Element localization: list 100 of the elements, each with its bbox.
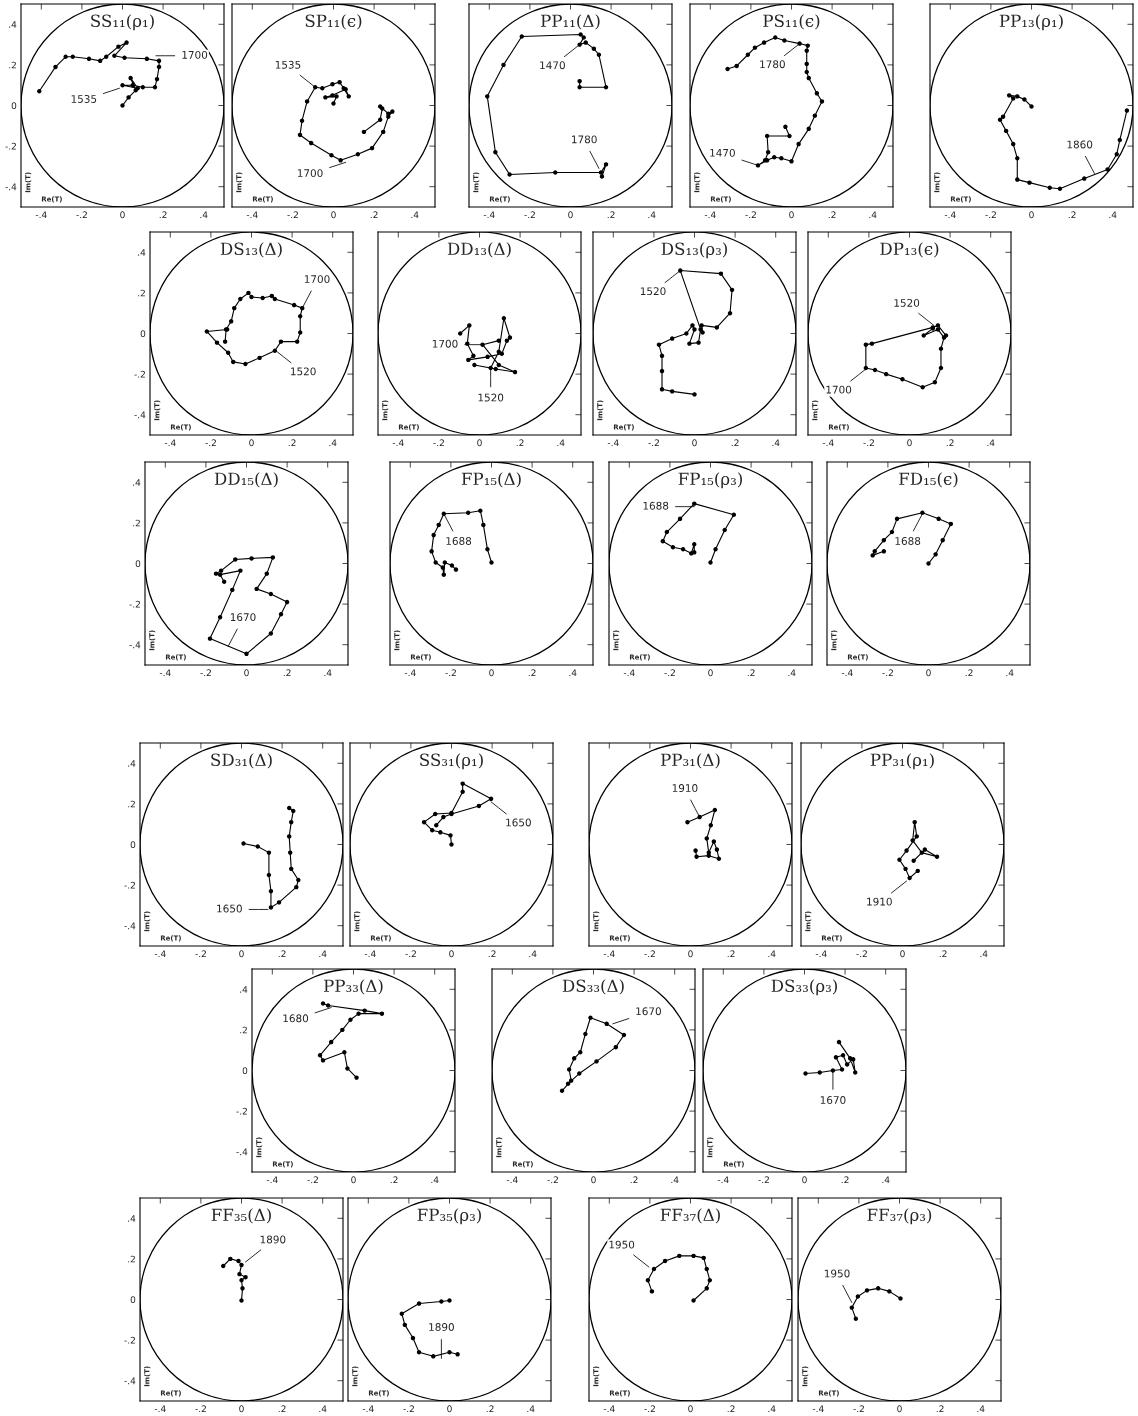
x-tick-label: .2 bbox=[288, 439, 296, 447]
x-tick-label: -.2 bbox=[853, 1405, 864, 1413]
annotation: 1520 bbox=[478, 393, 504, 402]
annotation: 1688 bbox=[895, 537, 921, 545]
x-tick-label: 0 bbox=[449, 950, 454, 958]
x-tick-label: -.2 bbox=[307, 1176, 318, 1184]
annotation: 1700 bbox=[182, 50, 208, 59]
annotation: 1520 bbox=[291, 367, 316, 376]
text: DD₁₅(Δ) bbox=[214, 472, 278, 488]
annotation: 1650 bbox=[217, 904, 242, 913]
y-tick-label: 0 bbox=[130, 841, 136, 849]
x-tick-label: 0 bbox=[477, 439, 482, 447]
x-tick-label: .4 bbox=[788, 669, 796, 677]
x-tick-label: .2 bbox=[939, 950, 947, 958]
x-tick-label: -.4 bbox=[392, 439, 404, 447]
x-tick-label: -.4 bbox=[266, 1176, 278, 1184]
x-tick-label: -.2 bbox=[195, 950, 206, 958]
y-tick-label: -.4 bbox=[236, 1148, 248, 1156]
text: PP₃₁(Δ) bbox=[661, 753, 720, 769]
text: FP₃₅(ρ₃) bbox=[417, 1208, 481, 1225]
x-tick-label: .2 bbox=[747, 669, 755, 677]
text: SS₃₁(ρ₁) bbox=[420, 753, 483, 770]
x-tick-label: .2 bbox=[727, 950, 735, 958]
x-tick-label: 0 bbox=[351, 1176, 356, 1184]
x-tick-label: -.2 bbox=[195, 1405, 206, 1413]
x-tick-label: .2 bbox=[278, 1405, 286, 1413]
x-tick-label: -.2 bbox=[758, 1176, 769, 1184]
x-tick-label: -.2 bbox=[445, 669, 456, 677]
x-tick-label: -.2 bbox=[433, 439, 444, 447]
annotation: 1688 bbox=[643, 501, 669, 510]
x-tick-label: .4 bbox=[319, 1405, 327, 1413]
text: SS₁₁(ρ₁) bbox=[91, 14, 154, 31]
x-tick-label: -.2 bbox=[644, 950, 655, 958]
x-tick-label: -.2 bbox=[745, 211, 756, 219]
x-tick-label: .4 bbox=[977, 1405, 985, 1413]
x-tick-label: -.4 bbox=[815, 950, 827, 958]
annotation: 1890 bbox=[429, 1323, 454, 1331]
annotation: 1890 bbox=[260, 1235, 286, 1244]
x-tick-label: .2 bbox=[731, 439, 739, 447]
y-tick-label: .4 bbox=[128, 1215, 136, 1222]
y-tick-label: .4 bbox=[240, 986, 248, 993]
x-tick-label: -.4 bbox=[603, 950, 615, 958]
text: DS₃₃(ρ₃) bbox=[771, 979, 837, 996]
x-tick-label: .4 bbox=[987, 439, 995, 447]
x-tick-label: -.2 bbox=[76, 211, 87, 219]
x-tick-label: -.4 bbox=[704, 211, 716, 219]
x-tick-label: .2 bbox=[828, 211, 836, 219]
x-tick-label: -.4 bbox=[164, 439, 176, 447]
x-tick-label: -.2 bbox=[524, 211, 535, 219]
x-tick-label: -.4 bbox=[154, 950, 166, 958]
text: DS₃₃(Δ) bbox=[562, 979, 624, 995]
x-tick-label: -.2 bbox=[287, 211, 298, 219]
x-tick-label: .4 bbox=[527, 1405, 535, 1413]
y-tick-label: -.2 bbox=[124, 1336, 135, 1344]
x-tick-label: .4 bbox=[411, 211, 419, 219]
y-tick-label: .4 bbox=[128, 760, 136, 767]
x-tick-label: -.2 bbox=[547, 1176, 558, 1184]
annotation: 1650 bbox=[506, 818, 531, 827]
x-tick-label: 0 bbox=[897, 1405, 902, 1413]
annotation: 1670 bbox=[230, 613, 256, 622]
x-tick-label: .4 bbox=[869, 211, 877, 219]
x-tick-label: .4 bbox=[557, 439, 565, 447]
x-tick-label: 0 bbox=[447, 1405, 452, 1413]
x-tick-label: 0 bbox=[926, 669, 931, 677]
y-tick-label: -.2 bbox=[129, 600, 140, 608]
x-tick-label: 0 bbox=[789, 211, 794, 219]
y-tick-label: .4 bbox=[133, 479, 141, 486]
text: FF₃₇(ρ₃) bbox=[867, 1208, 932, 1225]
y-tick-label: -.4 bbox=[124, 1377, 136, 1385]
x-tick-label: .2 bbox=[283, 669, 291, 677]
x-tick-label: .4 bbox=[329, 439, 337, 447]
x-tick-label: -.4 bbox=[362, 1405, 374, 1413]
x-tick-label: -.4 bbox=[717, 1176, 729, 1184]
x-tick-label: 0 bbox=[331, 211, 336, 219]
x-tick-label: 0 bbox=[1029, 211, 1034, 219]
x-tick-label: 0 bbox=[568, 211, 573, 219]
annotation: 1670 bbox=[820, 1096, 846, 1104]
x-tick-label: 0 bbox=[900, 950, 905, 958]
x-tick-label: -.4 bbox=[822, 439, 834, 447]
x-tick-label: -.2 bbox=[882, 669, 893, 677]
annotation: 1535 bbox=[71, 95, 97, 103]
x-tick-label: .2 bbox=[516, 439, 524, 447]
x-tick-label: .2 bbox=[488, 950, 496, 958]
x-tick-label: -.4 bbox=[364, 950, 376, 958]
x-tick-label: -.4 bbox=[812, 1405, 824, 1413]
x-tick-label: .4 bbox=[768, 950, 776, 958]
annotation: 1680 bbox=[283, 1014, 309, 1023]
annotation: 1700 bbox=[297, 169, 323, 178]
x-tick-label: .2 bbox=[528, 669, 536, 677]
y-tick-label: .2 bbox=[133, 519, 140, 527]
y-tick-label: -.4 bbox=[134, 411, 146, 419]
x-tick-label: -.2 bbox=[863, 439, 874, 447]
y-tick-label: .2 bbox=[128, 1255, 135, 1263]
annotation: 1950 bbox=[609, 1240, 635, 1249]
x-tick-label: .4 bbox=[319, 950, 327, 958]
x-tick-label: -.4 bbox=[623, 669, 635, 677]
annotation: 1700 bbox=[304, 275, 330, 284]
x-tick-label: 0 bbox=[489, 669, 494, 677]
x-tick-label: .2 bbox=[965, 669, 973, 677]
text: FP₁₅(Δ) bbox=[461, 472, 521, 488]
